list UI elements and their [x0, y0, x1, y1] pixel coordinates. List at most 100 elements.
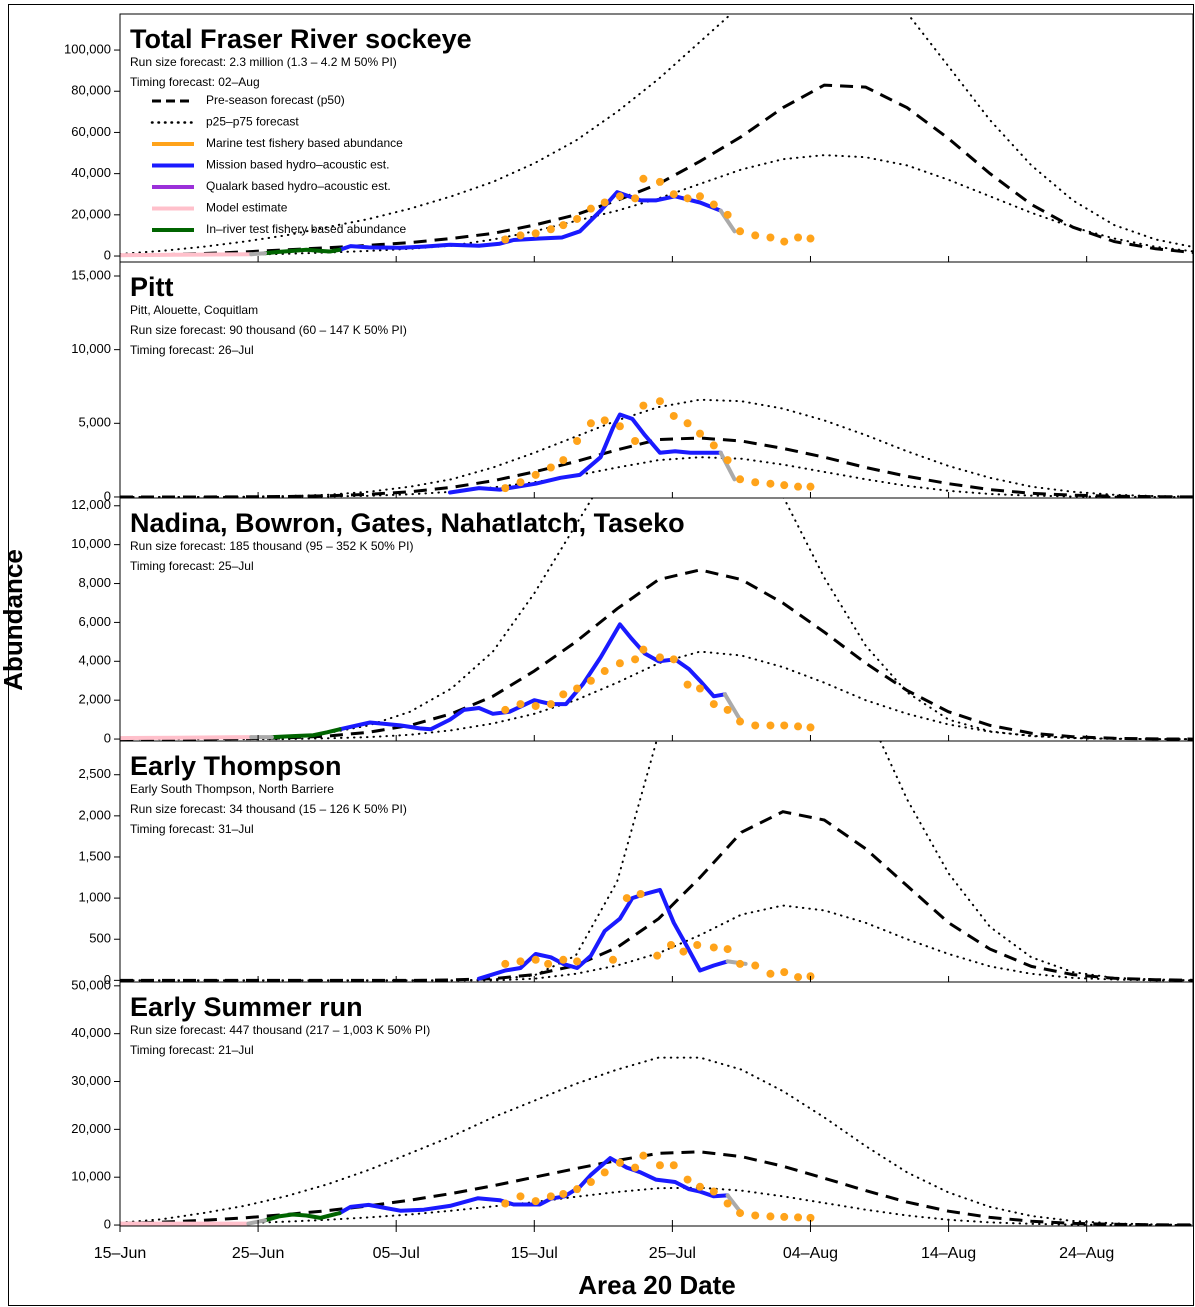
marine-point: [636, 889, 645, 898]
marine-point: [501, 959, 510, 968]
marine-point: [723, 210, 732, 219]
marine-point: [709, 700, 718, 709]
panel-subtitle: Run size forecast: 34 thousand (15 – 126…: [130, 802, 407, 816]
y-tick-label: 10,000: [71, 341, 111, 356]
marine-point: [709, 441, 718, 450]
marine-point: [766, 233, 775, 242]
marine-point: [516, 700, 525, 709]
marine-point: [531, 1197, 540, 1206]
panel-subtitle: Run size forecast: 90 thousand (60 – 147…: [130, 323, 407, 337]
marine-point: [669, 655, 678, 664]
marine-point: [531, 702, 540, 711]
series-line: [269, 727, 342, 740]
y-tick-label: 40,000: [71, 1025, 111, 1040]
marine-point: [573, 684, 582, 693]
y-tick-label: 50,000: [71, 977, 111, 992]
marine-point: [586, 676, 595, 685]
marine-point: [693, 940, 702, 949]
marine-point: [794, 482, 803, 491]
series-line: [337, 190, 723, 252]
y-tick-label: 5,000: [78, 415, 111, 430]
marine-point: [600, 1168, 609, 1177]
marine-point: [683, 1175, 692, 1184]
marine-point: [766, 479, 775, 488]
series-line: [249, 208, 737, 257]
marine-point: [780, 481, 789, 490]
x-tick-label: 24–Aug: [1059, 1245, 1114, 1262]
marine-point: [559, 955, 568, 964]
marine-point: [516, 478, 525, 487]
marine-point: [806, 234, 815, 243]
marine-point: [766, 969, 775, 978]
marine-point: [780, 721, 789, 730]
marine-point: [615, 422, 624, 431]
series-line: [263, 247, 342, 256]
forecast-high: [120, 14, 1193, 255]
marine-point: [709, 943, 718, 952]
panel-subtitle: Timing forecast: 26–Jul: [130, 343, 254, 357]
marine-point: [696, 1182, 704, 1191]
marine-point: [723, 945, 732, 954]
y-tick-label: 15,000: [71, 267, 111, 282]
marine-point: [639, 174, 648, 183]
marine-point: [501, 235, 510, 244]
panel-subtitle: Pitt, Alouette, Coquitlam: [130, 303, 258, 317]
legend-label: Marine test fishery based abundance: [206, 136, 403, 150]
y-tick-label: 2,000: [78, 692, 111, 707]
marine-point: [683, 194, 692, 203]
marine-point: [622, 894, 631, 903]
marine-point: [751, 961, 760, 970]
marine-point: [751, 231, 760, 240]
marine-point: [655, 397, 664, 406]
panel-subtitle: Run size forecast: 447 thousand (217 – 1…: [130, 1023, 430, 1037]
panel: [120, 1056, 1193, 1226]
marine-point: [683, 680, 692, 689]
y-tick-label: 0: [104, 488, 111, 503]
forecast-high: [120, 398, 1193, 498]
marine-point: [736, 1209, 745, 1218]
forecast-p50: [120, 436, 1193, 498]
marine-point: [696, 684, 704, 693]
marine-point: [573, 957, 582, 966]
panel: [120, 14, 1193, 258]
marine-point: [723, 705, 732, 714]
marine-point: [586, 204, 595, 213]
marine-point: [780, 237, 789, 246]
marine-point: [516, 1192, 525, 1201]
panel-subtitle: Timing forecast: 31–Jul: [130, 822, 254, 836]
panel-frame: [119, 261, 1194, 499]
marine-point: [655, 1161, 664, 1170]
legend-label: p25–p75 forecast: [206, 115, 299, 129]
marine-point: [794, 973, 803, 982]
series-line: [477, 887, 730, 981]
marine-point: [679, 947, 688, 956]
marine-point: [501, 705, 510, 714]
panel-title: Total Fraser River sockeye: [130, 24, 472, 54]
legend-label: Model estimate: [206, 201, 288, 215]
x-axis-label: Area 20 Date: [578, 1270, 736, 1300]
marine-point: [780, 968, 789, 977]
series-line: [120, 735, 254, 741]
x-tick-label: 25–Jul: [649, 1245, 696, 1262]
marine-point: [723, 456, 732, 465]
panel-title: Nadina, Bowron, Gates, Nahatlatch, Tasek…: [130, 508, 685, 538]
marine-point: [559, 1189, 568, 1198]
y-tick-label: 40,000: [71, 165, 111, 180]
y-tick-label: 10,000: [71, 536, 111, 551]
marine-point: [667, 940, 675, 949]
y-tick-label: 1,500: [78, 848, 111, 863]
panel-subtitle: Run size forecast: 2.3 million (1.3 – 4.…: [130, 55, 397, 69]
y-tick-label: 8,000: [78, 575, 111, 590]
series-line: [718, 450, 737, 482]
forecast-low: [120, 456, 1193, 498]
y-tick-label: 0: [104, 1216, 111, 1231]
x-tick-label: 25–Jun: [232, 1245, 285, 1262]
y-tick-label: 60,000: [71, 124, 111, 139]
y-tick-label: 80,000: [71, 83, 111, 98]
marine-point: [806, 1213, 815, 1222]
marine-point: [736, 959, 745, 968]
forecast-low: [120, 650, 1193, 741]
marine-point: [696, 429, 704, 438]
marine-point: [751, 478, 760, 487]
legend-label: In–river test fishery based abundance: [206, 222, 406, 236]
